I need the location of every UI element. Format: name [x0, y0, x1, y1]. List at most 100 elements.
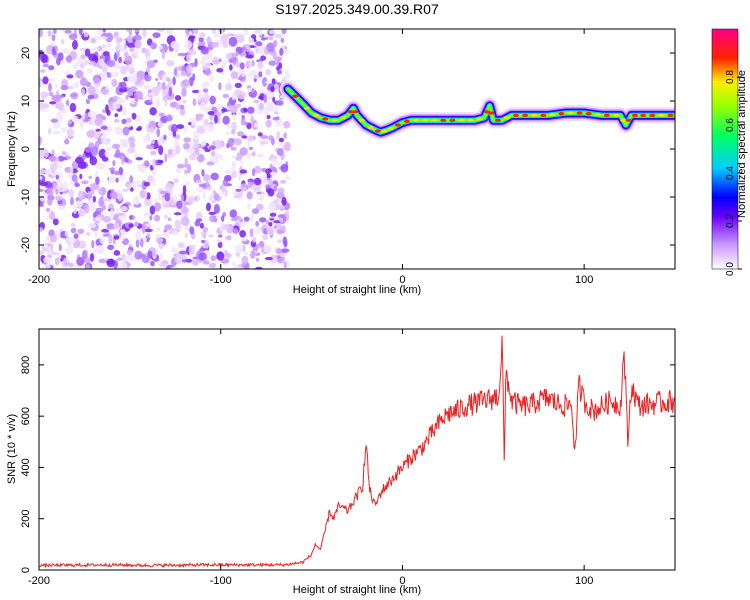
- noise-blob: [177, 242, 185, 249]
- ridge-hotspot: [449, 118, 456, 122]
- noise-blob: [86, 130, 96, 138]
- snr-panel: -200 -100 0 100 0 200 400 600 800 Height of stra…: [6, 328, 676, 596]
- noise-blob: [85, 98, 91, 105]
- noise-blob: [276, 66, 280, 71]
- noise-blob: [253, 99, 260, 104]
- noise-blob: [45, 207, 51, 212]
- noise-blob: [252, 236, 257, 243]
- noise-blob: [158, 45, 163, 50]
- noise-blob: [88, 53, 97, 62]
- noise-blob: [166, 77, 171, 82]
- noise-blob: [268, 221, 273, 227]
- noise-blob: [196, 218, 203, 222]
- noise-blob: [149, 127, 155, 134]
- noise-blob: [250, 250, 256, 259]
- noise-blob: [219, 103, 225, 108]
- ridge-hotspot: [358, 118, 365, 122]
- noise-blob: [158, 145, 164, 156]
- noise-blob: [231, 161, 237, 167]
- noise-blob: [265, 36, 269, 40]
- noise-blob: [173, 68, 178, 76]
- noise-blob: [244, 251, 248, 256]
- noise-blob: [52, 130, 61, 135]
- noise-blob: [117, 257, 122, 261]
- noise-blob: [218, 82, 222, 91]
- noise-blob: [55, 163, 63, 169]
- noise-blob: [156, 227, 161, 232]
- noise-blob: [274, 33, 283, 39]
- noise-blob: [152, 158, 156, 169]
- noise-blob: [213, 192, 220, 201]
- noise-blob: [201, 139, 207, 147]
- noise-blob: [39, 176, 43, 180]
- noise-blob: [66, 128, 74, 138]
- noise-blob: [157, 253, 164, 263]
- noise-blob: [272, 96, 276, 103]
- noise-blob: [247, 178, 255, 183]
- noise-blob: [75, 200, 83, 208]
- noise-blob: [102, 233, 110, 237]
- noise-blob: [266, 114, 271, 120]
- ridge-hotspot: [488, 111, 495, 115]
- noise-blob: [67, 119, 72, 125]
- noise-blob: [78, 29, 83, 36]
- noise-blob: [221, 60, 227, 68]
- noise-blob: [174, 219, 182, 229]
- noise-blob: [199, 32, 206, 39]
- noise-blob: [193, 132, 200, 141]
- noise-blob: [128, 244, 133, 248]
- noise-blob: [181, 87, 187, 98]
- noise-blob: [267, 42, 275, 53]
- noise-blob: [94, 220, 101, 224]
- noise-blob: [207, 234, 214, 238]
- noise-blob: [272, 50, 277, 59]
- noise-blob: [97, 29, 104, 36]
- noise-blob: [254, 227, 262, 234]
- noise-blob: [120, 65, 128, 75]
- noise-blob: [233, 228, 239, 235]
- noise-blob: [129, 175, 134, 184]
- noise-blob: [39, 107, 48, 113]
- noise-blob: [186, 64, 194, 74]
- noise-blob: [115, 43, 124, 52]
- noise-blob: [61, 48, 70, 54]
- noise-blob: [143, 190, 148, 200]
- noise-blob: [155, 78, 159, 81]
- noise-blob: [40, 69, 46, 73]
- spectrogram-noise-region: [39, 29, 291, 269]
- noise-blob: [208, 145, 216, 150]
- noise-blob: [121, 118, 127, 125]
- noise-blob: [66, 155, 72, 160]
- noise-blob: [98, 36, 108, 40]
- noise-blob: [262, 230, 268, 234]
- noise-blob: [269, 171, 277, 176]
- noise-blob: [273, 198, 280, 203]
- noise-blob: [89, 156, 98, 166]
- noise-blob: [249, 228, 254, 238]
- noise-blob: [235, 51, 240, 56]
- noise-blob: [141, 253, 150, 264]
- noise-blob: [188, 122, 192, 126]
- noise-blob: [42, 63, 49, 68]
- ridge-hotspot: [404, 119, 410, 123]
- noise-blob: [272, 159, 277, 168]
- noise-blob: [39, 250, 44, 255]
- noise-blob: [274, 105, 279, 113]
- noise-blob: [127, 147, 136, 154]
- noise-blob: [231, 129, 236, 135]
- noise-blob: [171, 246, 176, 253]
- noise-blob: [243, 107, 248, 113]
- noise-blob: [257, 44, 267, 55]
- noise-blob: [276, 192, 285, 199]
- noise-blob: [130, 85, 137, 93]
- noise-blob: [77, 228, 85, 235]
- noise-blob: [95, 207, 104, 213]
- noise-blob: [189, 226, 195, 235]
- noise-blob: [270, 86, 275, 93]
- colorbar-tick-label: 0.4: [725, 166, 736, 180]
- noise-blob: [173, 178, 179, 184]
- spectrogram-xtick-label: 0: [399, 274, 405, 286]
- noise-blob: [49, 211, 56, 221]
- noise-blob: [50, 234, 57, 243]
